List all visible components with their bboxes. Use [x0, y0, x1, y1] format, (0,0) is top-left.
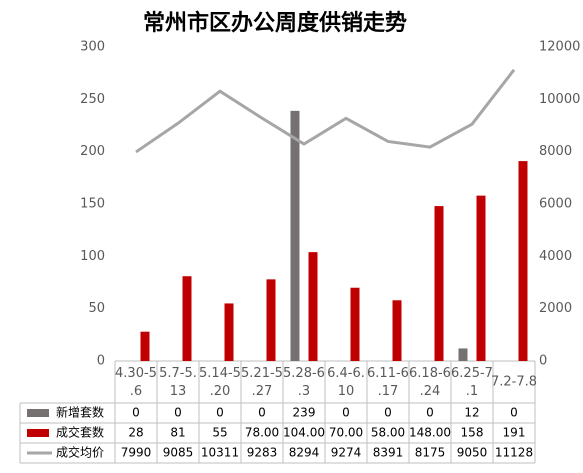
- y2-tick-label: 12000: [539, 40, 580, 55]
- x-tick-label: 5.14-5.20: [199, 366, 241, 399]
- bar: [266, 279, 276, 361]
- table-cell: 11128: [495, 446, 533, 460]
- table-cell: 0: [132, 406, 140, 420]
- table-cell: 0: [216, 406, 224, 420]
- y2-tick-label: 2000: [539, 301, 572, 316]
- table-cell: 9050: [457, 446, 488, 460]
- table-cell: 0: [426, 406, 434, 420]
- x-tick-label: 5.28-6.3: [283, 366, 325, 399]
- table-cell: 239: [293, 406, 316, 420]
- x-tick-label: 4.30-5.6: [115, 366, 157, 399]
- legend-label: 新增套数: [56, 405, 104, 420]
- table-cell: 191: [503, 426, 526, 440]
- y-tick-label: 150: [80, 197, 105, 212]
- table-cell: 158: [461, 426, 484, 440]
- bar: [290, 110, 300, 361]
- table-cell: 70.00: [329, 426, 363, 440]
- line-series: [135, 68, 516, 154]
- table-cell: 12: [464, 406, 479, 420]
- bar: [350, 287, 360, 361]
- legend-swatch: [27, 429, 49, 437]
- table-cell: 0: [384, 406, 392, 420]
- table-cell: 58.00: [371, 426, 405, 440]
- table-cell: 0: [342, 406, 350, 420]
- chart-title: 常州市区办公周度供销走势: [143, 10, 407, 36]
- bar: [518, 161, 528, 361]
- x-tick-label: 5.21-5.27: [241, 366, 283, 399]
- legend-swatch: [27, 409, 49, 417]
- y-tick-label: 50: [88, 301, 105, 316]
- table-cell: 28: [128, 426, 143, 440]
- legend-label: 成交套数: [56, 425, 104, 440]
- bar: [308, 252, 318, 361]
- x-tick-label: 7.2-7.8: [491, 375, 537, 390]
- x-tick-label: 5.7-5. 13: [159, 366, 197, 399]
- table-cell: 104.00: [283, 426, 325, 440]
- bar: [392, 300, 402, 361]
- legend-label: 成交均价: [56, 445, 104, 460]
- bar: [140, 331, 150, 361]
- y2-tick-label: 8000: [539, 144, 572, 159]
- table-cell: 10311: [201, 446, 239, 460]
- y2-tick-label: 6000: [539, 197, 572, 212]
- x-tick-label: 6.11-6.17: [367, 366, 409, 399]
- table-cell: 78.00: [245, 426, 279, 440]
- y-tick-label: 0: [97, 354, 105, 369]
- table-cell: 8175: [415, 446, 446, 460]
- table-cell: 55: [212, 426, 227, 440]
- table-cell: 81: [170, 426, 185, 440]
- table-cell: 0: [258, 406, 266, 420]
- x-tick-label: 6.18-6.24: [409, 366, 451, 399]
- table-cell: 7990: [121, 446, 152, 460]
- bar: [434, 206, 444, 361]
- y2-tick-label: 0: [539, 354, 547, 369]
- y2-tick-label: 10000: [539, 92, 580, 107]
- bar: [224, 303, 234, 361]
- y-tick-label: 250: [80, 92, 105, 107]
- x-tick-label: 6.25-7.1: [451, 366, 493, 399]
- table-cell: 8294: [289, 446, 320, 460]
- bar: [476, 195, 486, 361]
- table-cell: 0: [510, 406, 518, 420]
- y-tick-label: 100: [80, 249, 105, 264]
- y-tick-label: 200: [80, 144, 105, 159]
- table-cell: 148.00: [409, 426, 451, 440]
- y2-tick-label: 4000: [539, 249, 572, 264]
- table-cell: 9283: [247, 446, 278, 460]
- x-tick-label: 6.4-6. 10: [327, 366, 365, 399]
- y-tick-label: 300: [80, 40, 105, 55]
- table-cell: 9085: [163, 446, 194, 460]
- bar: [458, 348, 468, 361]
- bar: [182, 276, 192, 361]
- table-cell: 8391: [373, 446, 404, 460]
- table-cell: 9274: [331, 446, 362, 460]
- table-cell: 0: [174, 406, 182, 420]
